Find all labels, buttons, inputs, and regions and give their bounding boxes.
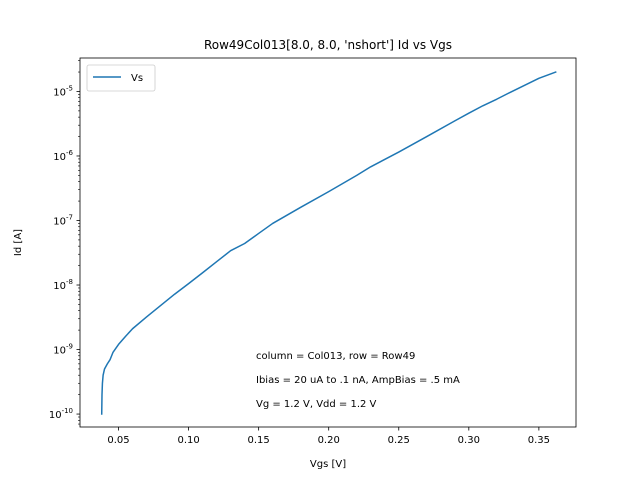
y-tick-base: 10 xyxy=(53,216,66,227)
x-tick-label: 0.10 xyxy=(177,435,199,446)
y-tick-exponent: -7 xyxy=(66,213,73,221)
y-tick-exponent: -8 xyxy=(66,278,73,286)
annotation-voltages: Vg = 1.2 V, Vdd = 1.2 V xyxy=(256,399,377,410)
y-tick-exponent: -10 xyxy=(62,407,73,415)
x-tick-label: 0.35 xyxy=(528,435,550,446)
x-axis-title: Vgs [V] xyxy=(310,459,346,470)
legend-box xyxy=(86,64,156,92)
plot-area xyxy=(79,57,577,428)
y-tick-label: 10-7 xyxy=(53,213,73,227)
axes-frame xyxy=(79,57,577,428)
chart-title: Row49Col013[8.0, 8.0, 'nshort'] Id vs Vg… xyxy=(204,38,452,52)
y-tick-base: 10 xyxy=(53,152,66,163)
y-tick-label: 10-6 xyxy=(53,149,73,163)
x-tick-label: 0.05 xyxy=(107,435,129,446)
y-tick-label: 10-10 xyxy=(49,407,73,421)
y-tick-label: 10-9 xyxy=(53,343,73,357)
x-tick-label: 0.25 xyxy=(388,435,410,446)
y-tick-exponent: -9 xyxy=(66,343,73,351)
legend-label-vs: Vs xyxy=(131,73,143,84)
annotations: column = Col013, row = Row49 Ibias = 20 … xyxy=(256,351,460,410)
y-tick-base: 10 xyxy=(53,346,66,357)
x-tick-label: 0.30 xyxy=(458,435,480,446)
y-tick-exponent: -6 xyxy=(66,149,74,157)
x-tick-label: 0.20 xyxy=(318,435,340,446)
y-tick-base: 10 xyxy=(53,281,66,292)
annotation-column-row: column = Col013, row = Row49 xyxy=(256,351,415,362)
y-tick-exponent: -5 xyxy=(66,84,73,92)
legend: Vs xyxy=(86,64,156,92)
y-tick-label: 10-5 xyxy=(53,84,73,98)
x-tick-label: 0.15 xyxy=(248,435,270,446)
y-tick-base: 10 xyxy=(49,410,62,421)
annotation-ibias: Ibias = 20 uA to .1 nA, AmpBias = .5 mA xyxy=(256,375,460,386)
series-line-vs xyxy=(100,71,557,415)
y-tick-base: 10 xyxy=(53,87,66,98)
y-tick-label: 10-8 xyxy=(53,278,73,292)
x-axis: 0.05 0.10 0.15 0.20 0.25 0.30 0.35 xyxy=(107,427,550,446)
y-axis-title: Id [A] xyxy=(13,229,24,256)
